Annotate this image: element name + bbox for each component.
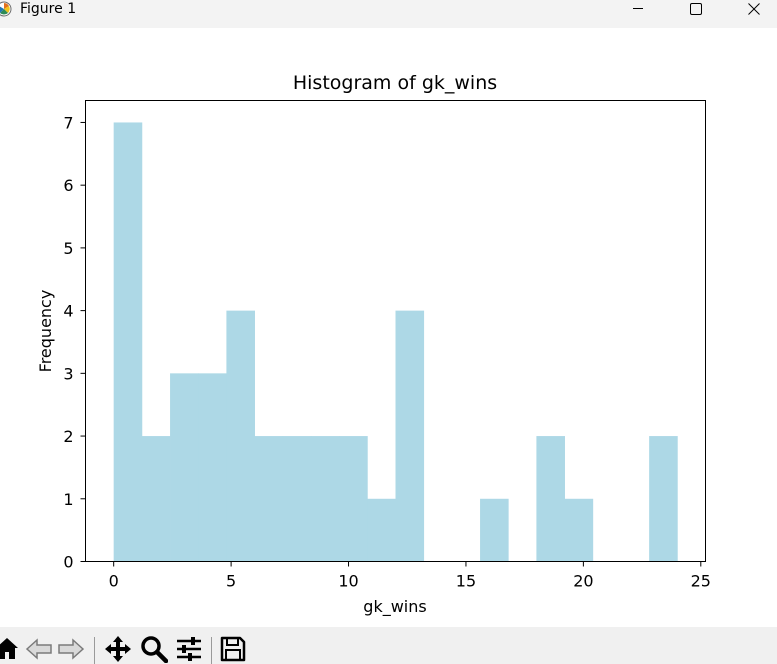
histogram-bar	[536, 436, 565, 562]
save-button[interactable]	[218, 635, 248, 664]
x-tick-label: 15	[456, 572, 476, 591]
histogram-bar	[254, 436, 284, 562]
y-tick-label: 1	[63, 490, 73, 509]
close-icon	[748, 3, 760, 15]
histogram-bar	[480, 498, 509, 562]
x-tick-label: 25	[691, 572, 711, 591]
y-tick-label: 2	[63, 427, 73, 446]
floppy-disk-icon	[220, 636, 246, 662]
y-tick-label: 7	[63, 113, 73, 132]
y-tick-label: 4	[63, 302, 73, 321]
chart-title: Histogram of gk_wins	[293, 72, 497, 94]
close-button[interactable]	[725, 0, 777, 28]
home-button[interactable]	[0, 635, 22, 664]
maximize-button[interactable]	[667, 0, 725, 28]
y-axis-ticks: 0 1 2 3 4 5 6 7	[63, 113, 86, 572]
forward-button[interactable]	[56, 635, 86, 664]
minimize-icon	[633, 8, 643, 9]
x-tick-label: 20	[573, 572, 593, 591]
home-icon	[0, 638, 18, 659]
sliders-icon	[177, 637, 201, 661]
navigation-toolbar	[0, 627, 777, 664]
histogram-bar	[170, 373, 199, 562]
histogram-bar	[198, 373, 227, 562]
plot-canvas[interactable]: Histogram of gk_wins 0 5 10 15 20 25 0 1 2 3 4 5 6 7…	[0, 28, 777, 627]
arrow-left-icon	[25, 638, 52, 660]
arrow-right-icon	[58, 638, 85, 660]
back-button[interactable]	[24, 635, 54, 664]
histogram-bar	[649, 436, 678, 562]
y-tick-label: 5	[63, 239, 73, 258]
histogram-chart: Histogram of gk_wins 0 5 10 15 20 25 0 1 2 3 4 5 6 7…	[36, 72, 711, 617]
histogram-bar	[226, 310, 255, 562]
matplotlib-logo-icon	[0, 1, 12, 17]
histogram-bar	[339, 436, 368, 562]
histogram-bar	[310, 436, 340, 562]
histogram-bar	[141, 436, 171, 562]
toolbar-separator	[94, 637, 95, 664]
y-tick-label: 6	[63, 176, 73, 195]
histogram-bar	[113, 122, 143, 562]
window-title: Figure 1	[20, 1, 77, 17]
minimize-button[interactable]	[609, 0, 667, 28]
axes-frame	[85, 100, 706, 562]
x-tick-label: 10	[338, 572, 358, 591]
histogram-bar	[367, 498, 396, 562]
pan-button[interactable]	[103, 635, 133, 664]
x-tick-label: 0	[109, 572, 119, 591]
x-axis-ticks: 0 5 10 15 20 25	[109, 561, 711, 591]
y-axis-label: Frequency	[36, 290, 55, 373]
move-icon	[105, 636, 131, 662]
maximize-icon	[690, 3, 702, 15]
y-tick-label: 0	[63, 553, 73, 572]
y-tick-label: 3	[63, 364, 73, 383]
title-bar[interactable]: Figure 1	[0, 0, 777, 28]
toolbar-separator	[211, 637, 212, 664]
x-axis-label: gk_wins	[363, 597, 426, 617]
zoom-button[interactable]	[139, 635, 169, 664]
histogram-bars	[113, 122, 678, 562]
x-tick-label: 5	[226, 572, 236, 591]
configure-subplots-button[interactable]	[174, 635, 204, 664]
histogram-bar	[395, 310, 425, 562]
histogram-bar	[282, 436, 312, 562]
histogram-bar	[564, 498, 594, 562]
magnifier-icon	[141, 636, 168, 663]
